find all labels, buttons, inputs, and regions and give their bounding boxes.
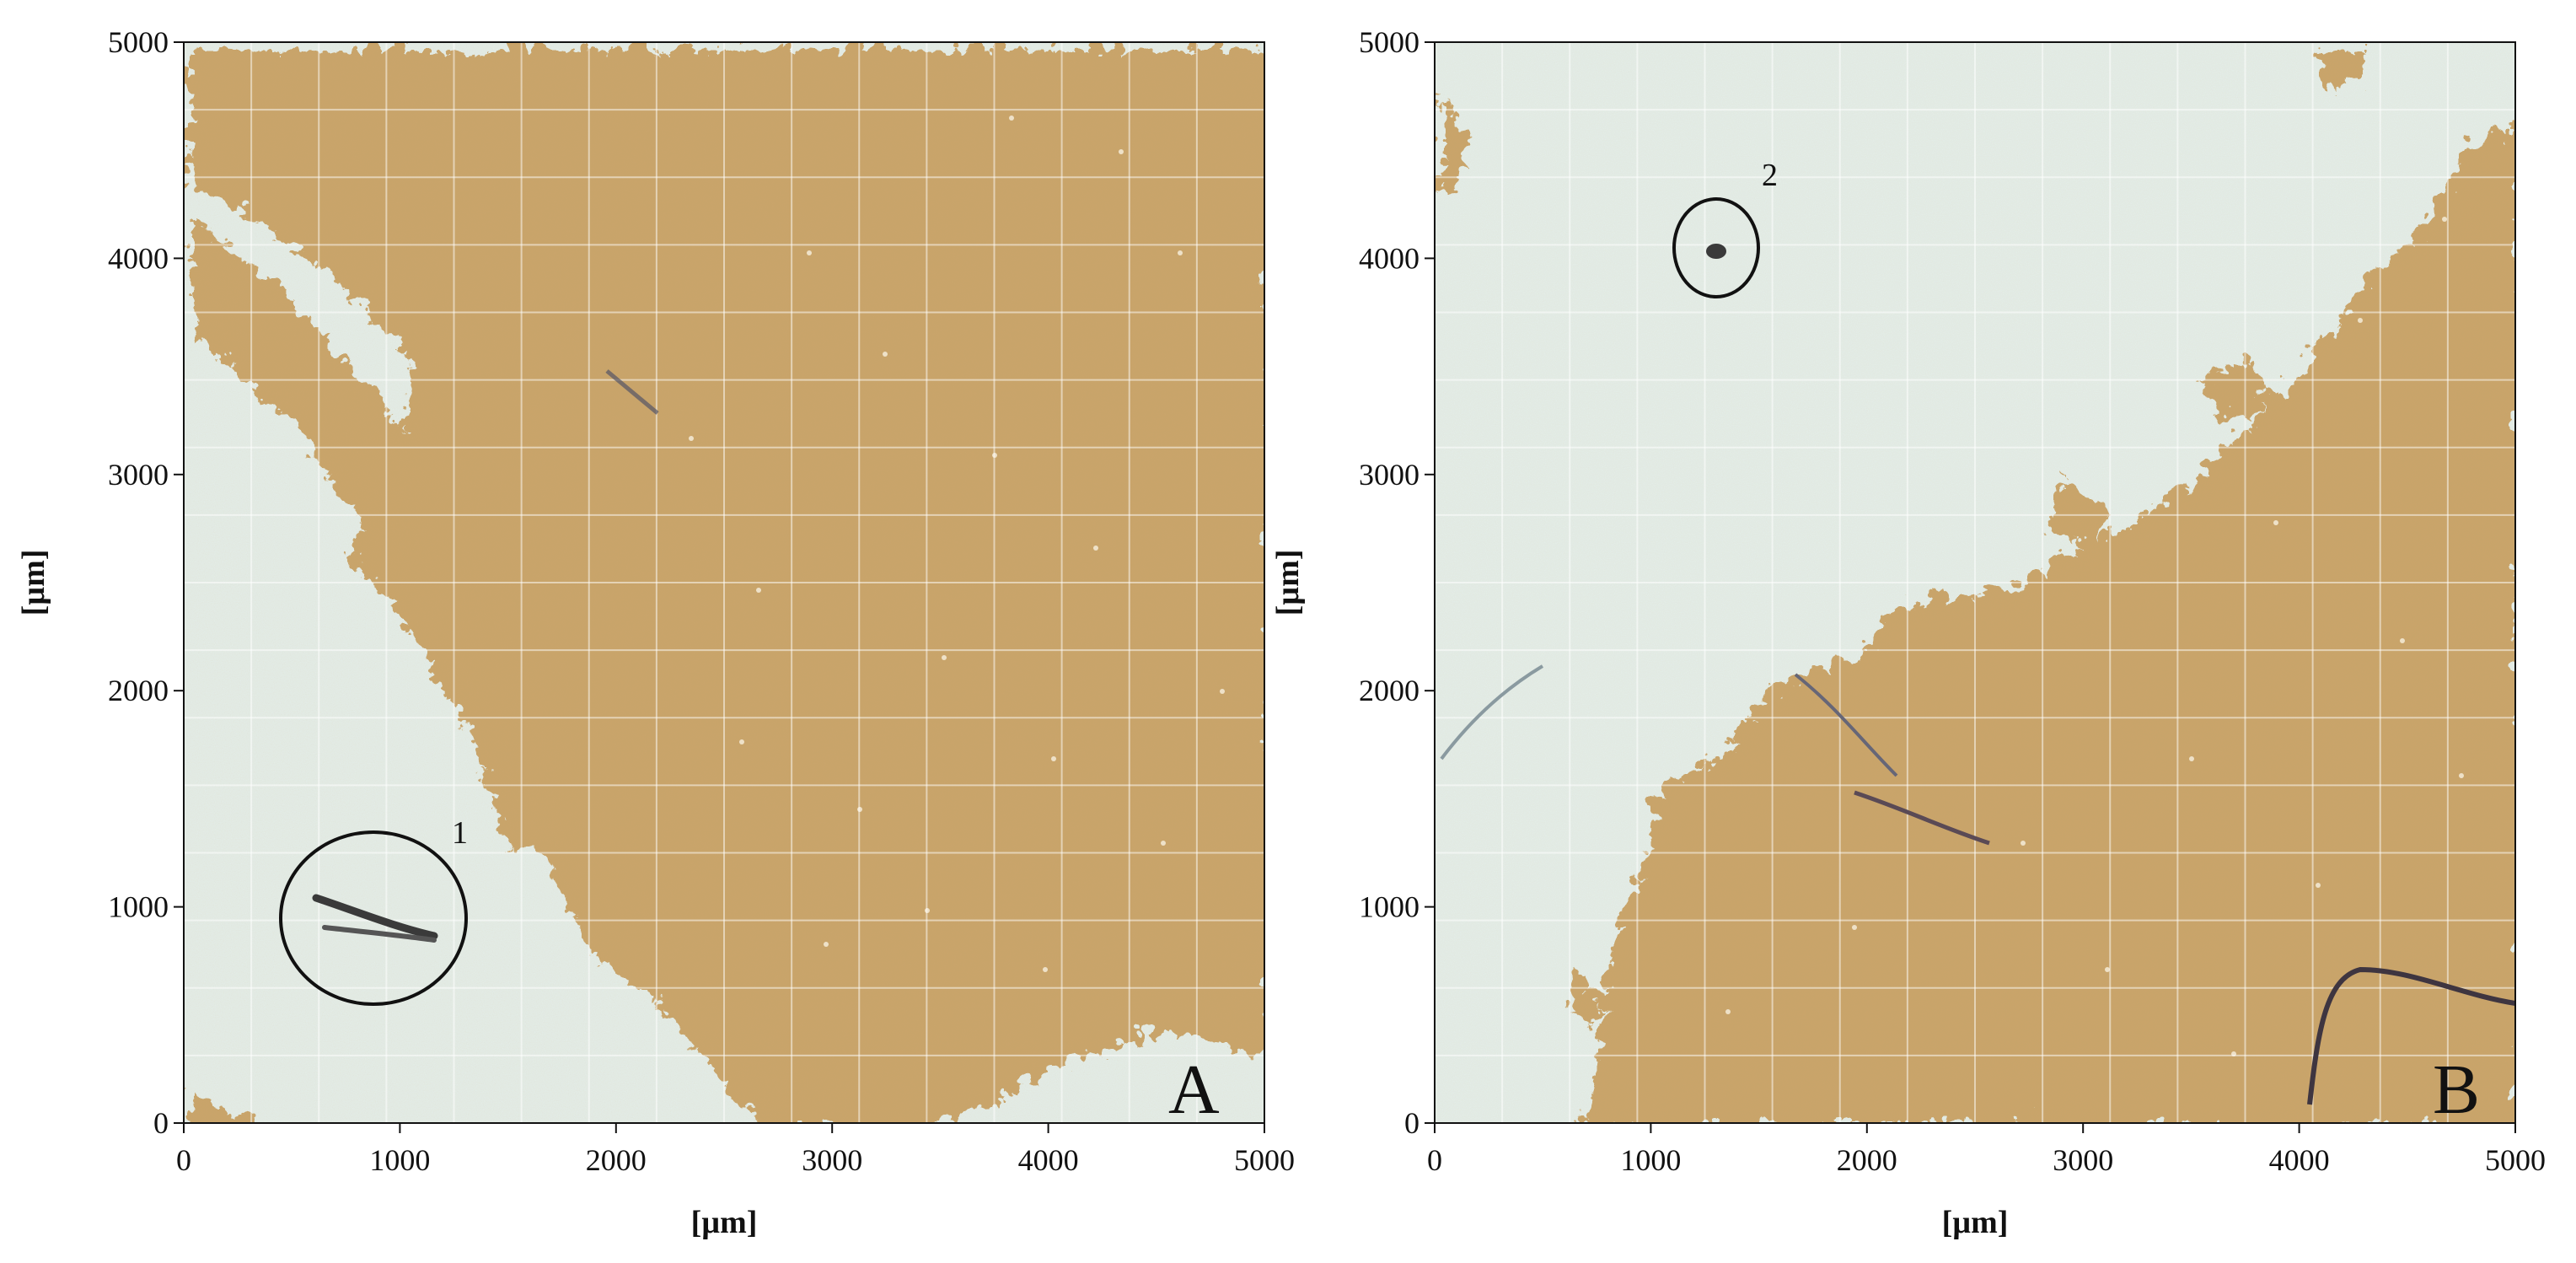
panel-b-x-axis-title: [µm] — [1942, 1205, 2009, 1240]
x-tick-label: 4000 — [2269, 1143, 2330, 1177]
y-tick-label: 4000 — [108, 241, 169, 275]
panel-b-frame — [1434, 41, 2516, 1124]
panel-a-x-axis: 0 1000 2000 3000 4000 5000 — [176, 1123, 1295, 1177]
y-tick-label: 0 — [153, 1106, 169, 1140]
x-tick-label: 3000 — [2053, 1143, 2113, 1177]
panel-letter-b: B — [2433, 1051, 2480, 1129]
panel-a: 1 A 0 1000 2000 3000 4000 5000 0 1000 2000 3000 4… — [16, 25, 1295, 1240]
x-tick-label: 1000 — [1620, 1143, 1681, 1177]
x-tick-label: 5000 — [2485, 1143, 2546, 1177]
x-tick-label: 2000 — [586, 1143, 647, 1177]
y-tick-label: 5000 — [1359, 25, 1419, 59]
panel-b-tile-grid — [1435, 42, 2515, 1123]
y-tick-label: 0 — [1404, 1106, 1419, 1140]
marker-circle-1 — [279, 830, 468, 1006]
y-tick-label: 3000 — [1359, 458, 1419, 492]
marker-circle-2 — [1672, 197, 1760, 298]
y-tick-label: 3000 — [108, 458, 169, 492]
y-tick-label: 4000 — [1359, 241, 1419, 275]
y-tick-label: 2000 — [1359, 674, 1419, 707]
x-tick-label: 3000 — [802, 1143, 862, 1177]
x-tick-label: 1000 — [369, 1143, 430, 1177]
x-tick-label: 0 — [1427, 1143, 1442, 1177]
y-tick-label: 2000 — [108, 674, 169, 707]
panel-b-image — [1435, 42, 2515, 1123]
x-tick-label: 4000 — [1018, 1143, 1079, 1177]
panel-letter-a: A — [1168, 1051, 1220, 1129]
panel-a-y-axis-title: [µm] — [16, 550, 51, 616]
panel-b-x-axis: 0 1000 2000 3000 4000 5000 — [1427, 1123, 2546, 1177]
panel-a-image — [184, 42, 1264, 1123]
panel-a-x-axis-title: [µm] — [691, 1205, 758, 1240]
panel-a-frame — [183, 41, 1265, 1124]
x-tick-label: 5000 — [1234, 1143, 1295, 1177]
panel-a-y-axis: 0 1000 2000 3000 4000 5000 — [108, 25, 184, 1140]
panel-b-y-axis: 0 1000 2000 3000 4000 5000 — [1359, 25, 1435, 1140]
panel-b-y-axis-title: [µm] — [1270, 550, 1306, 616]
x-tick-label: 0 — [176, 1143, 191, 1177]
y-tick-label: 1000 — [108, 890, 169, 924]
y-tick-label: 1000 — [1359, 890, 1419, 924]
marker-label-1: 1 — [452, 815, 468, 851]
y-tick-label: 5000 — [108, 25, 169, 59]
x-tick-label: 2000 — [1837, 1143, 1897, 1177]
panel-b: 2 B 0 1000 2000 3000 4000 5000 0 1000 2000 3000 4… — [1270, 25, 2546, 1240]
panel-a-tile-grid — [184, 42, 1264, 1123]
marker-label-2: 2 — [1762, 158, 1778, 193]
